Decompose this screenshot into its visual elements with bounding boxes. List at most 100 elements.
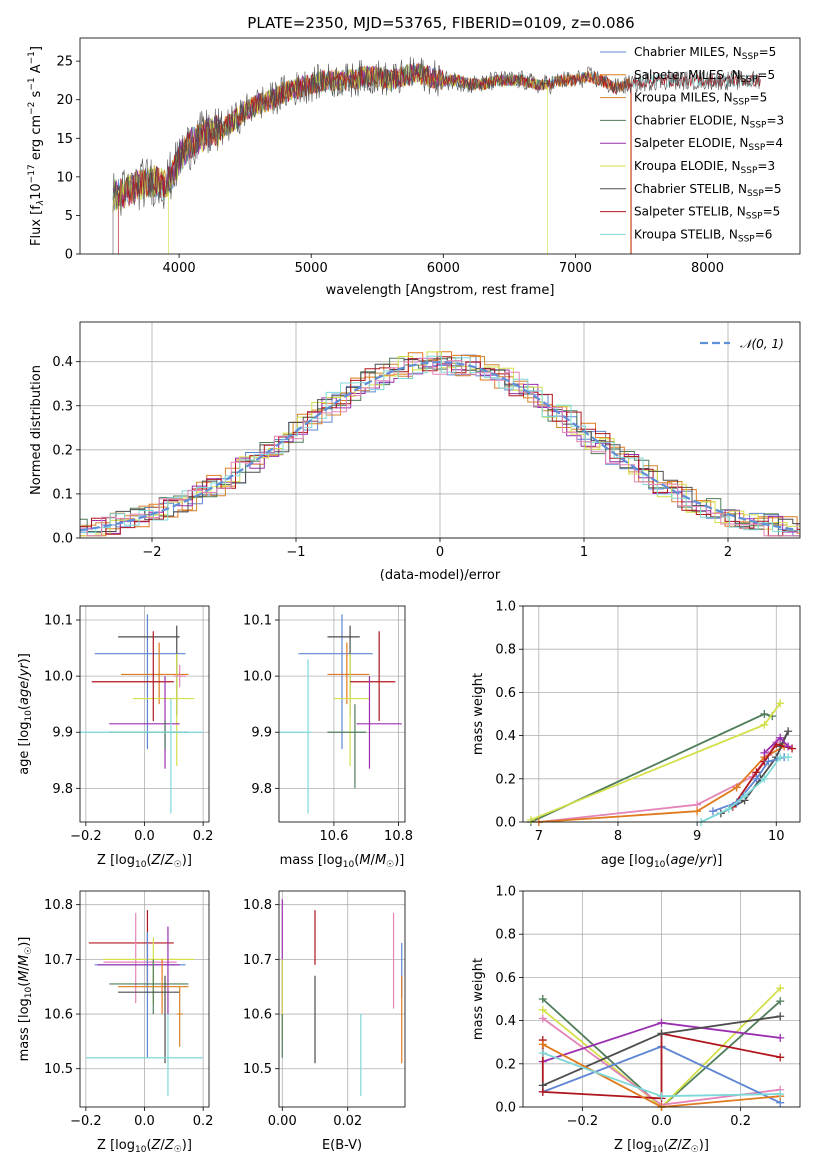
y-tick-label: 0.4 <box>495 729 516 744</box>
x-tick-label: 8 <box>614 829 622 844</box>
mass-vs-extinction-panel: 0.00 0.02 10.5 10.6 10.7 10.8 E(B-V) <box>243 890 406 1153</box>
residual-histogram <box>80 354 800 537</box>
y-tick-label: 0.1 <box>52 487 73 502</box>
legend-nssp: =5 <box>759 45 777 59</box>
legend-nssp: =3 <box>766 113 784 127</box>
x-axis-label: (data-model)/error <box>380 568 501 583</box>
y-axis-label: age [log10(age/yr)] <box>17 653 34 775</box>
legend-subscript: SSP <box>746 212 763 222</box>
legend-label: Chabrier MILES, N <box>634 45 742 59</box>
weight-marker <box>776 1090 785 1099</box>
axes-frame <box>278 890 406 1108</box>
weight-marker <box>760 710 769 718</box>
y-tick-label: 10.7 <box>44 953 73 968</box>
legend-nssp: =4 <box>765 136 783 150</box>
x-tick-label: −1 <box>286 545 305 560</box>
y-tick-label: 0.0 <box>495 1101 516 1116</box>
weight-marker <box>724 805 733 814</box>
x-tick-label: 0.2 <box>730 1114 751 1129</box>
y-tick-label: 0.8 <box>495 928 516 943</box>
weight-marker <box>760 748 769 757</box>
weight-marker <box>657 1018 666 1027</box>
weight-marker <box>526 815 535 824</box>
y-tick-label: 10.6 <box>243 1008 272 1023</box>
y-tick-label: 0.4 <box>495 1014 516 1029</box>
error-bars <box>80 614 204 814</box>
histograms <box>80 351 800 537</box>
y-tick-label: 10.6 <box>44 1008 73 1023</box>
y-tick-label: 0.8 <box>495 643 516 658</box>
y-tick-label: 10.0 <box>243 670 272 685</box>
residual-histogram <box>80 357 800 537</box>
y-tick-label: 25 <box>56 55 73 70</box>
x-tick-label: 5000 <box>295 261 328 276</box>
y-tick-label: 9.8 <box>251 782 272 797</box>
weight-marker <box>752 774 761 783</box>
legend-nssp: =5 <box>750 91 768 105</box>
weight-marker <box>657 1092 666 1101</box>
weight-marker <box>776 699 785 708</box>
weight-marker <box>740 792 749 801</box>
x-tick-label: 7000 <box>559 261 592 276</box>
legend-subscript: SSP <box>738 234 755 244</box>
legend-label: Salpeter STELIB, N <box>634 205 746 219</box>
x-tick-label: −0.2 <box>70 1114 102 1129</box>
mass-vs-metallicity-panel: −0.2 0.0 0.2 10.5 10.6 10.7 10.8 Z [log10(Z/Z☉)… <box>17 890 213 1155</box>
y-tick-label: 15 <box>56 132 73 147</box>
x-axis-label: age [log10(age/yr)] <box>601 853 723 870</box>
legend-label: Kroupa ELODIE, N <box>634 159 741 173</box>
legend-subscript: SSP <box>742 52 759 62</box>
y-axis-label: mass [log10(M/M☉)] <box>17 937 34 1062</box>
x-tick-label: 0.2 <box>193 829 214 844</box>
weight-vs-metallicity-panel: −0.2 0.0 0.2 0.0 0.2 0.4 0.6 0.8 1.0 Z [log10(Z/Z… <box>471 885 801 1155</box>
weight-marker <box>760 774 769 783</box>
y-tick-label: 10.1 <box>44 614 73 629</box>
weight-marker <box>538 1081 547 1090</box>
y-tick-label: 10 <box>56 170 73 185</box>
y-tick-label: 10.5 <box>44 1062 73 1077</box>
y-tick-label: 1.0 <box>495 885 516 900</box>
axes-frame <box>522 605 801 823</box>
weight-marker <box>776 984 785 993</box>
weight-marker <box>538 995 547 1003</box>
x-tick-label: 0.00 <box>268 1114 297 1129</box>
weight-marker <box>732 783 741 792</box>
weight-marker <box>776 997 785 1006</box>
x-axis-label: wavelength [Angstrom, rest frame] <box>326 283 555 298</box>
legend-entry: Chabrier STELIB, NSSP=5 <box>634 182 782 199</box>
weight-marker <box>538 1040 547 1049</box>
weight-marker <box>784 742 793 751</box>
x-tick-label: 7 <box>535 829 543 844</box>
spectrum-line <box>112 56 761 254</box>
x-axis-label: Z [log10(Z/Z☉)] <box>614 1138 709 1155</box>
residual-histogram <box>80 351 800 537</box>
y-tick-label: 0.4 <box>52 355 73 370</box>
spectrum-line <box>112 63 631 254</box>
weight-marker <box>784 753 793 762</box>
legend-subscript: SSP <box>747 189 764 199</box>
legend-entry: Salpeter MILES, NSSP=5 <box>634 68 775 85</box>
x-tick-label: 9 <box>693 829 701 844</box>
x-tick-label: 6000 <box>427 261 460 276</box>
legend-entry: Kroupa STELIB, NSSP=6 <box>634 227 772 244</box>
weight-marker <box>538 1005 547 1014</box>
axes-frame <box>522 890 801 1108</box>
weight-marker <box>776 1053 785 1062</box>
x-tick-label: 10.6 <box>319 829 348 844</box>
axes-frame <box>79 605 210 823</box>
y-tick-label: 9.9 <box>52 726 73 741</box>
error-bars <box>279 614 402 814</box>
legend-nssp: =5 <box>764 182 782 196</box>
y-tick-label: 0.2 <box>52 443 73 458</box>
axes-frame <box>79 890 210 1108</box>
residual-histogram <box>80 357 800 537</box>
legend-entry: Chabrier ELODIE, NSSP=3 <box>634 113 784 130</box>
weight-marker <box>760 720 769 729</box>
error-bars <box>85 910 204 1097</box>
legend-entry: Kroupa ELODIE, NSSP=3 <box>634 159 775 176</box>
weight-marker <box>776 1012 785 1021</box>
x-tick-label: 4000 <box>163 261 196 276</box>
x-tick-label: −2 <box>142 545 161 560</box>
legend-label: Kroupa STELIB, N <box>634 227 738 241</box>
legend-entry: Kroupa MILES, NSSP=5 <box>634 91 767 108</box>
